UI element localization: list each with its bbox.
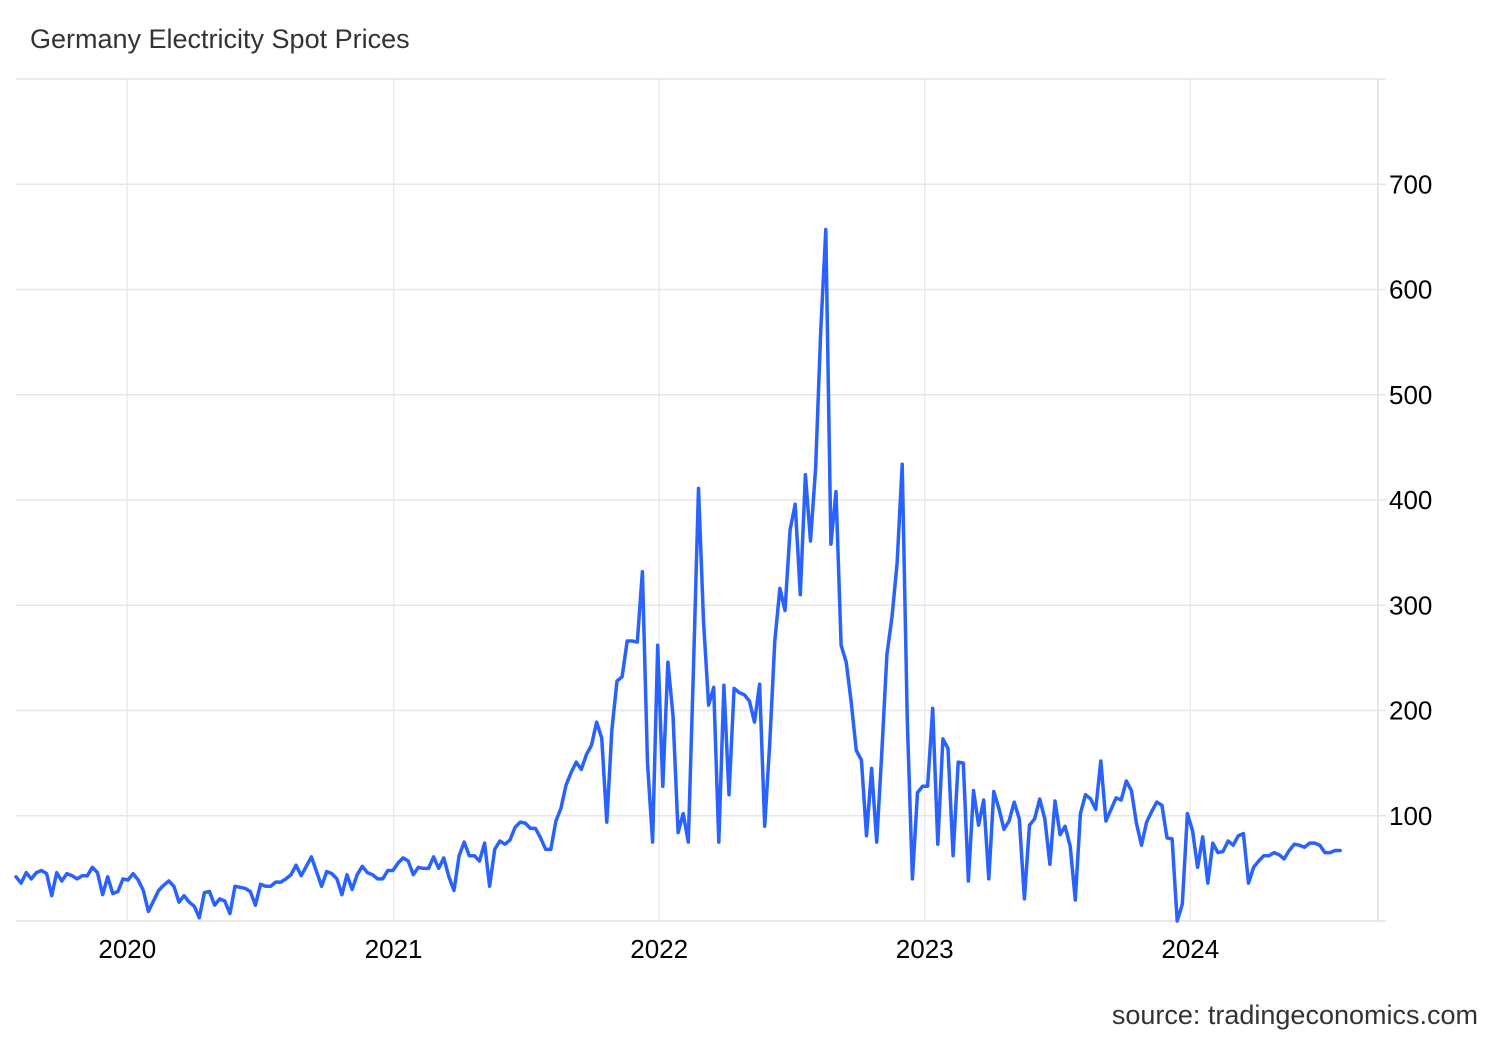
- y-tick-label: 100: [1389, 801, 1432, 831]
- x-tick-label: 2024: [1161, 934, 1219, 964]
- y-tick-labels: 100 200 300 400 500 600 700: [1389, 169, 1432, 831]
- chart-title: Germany Electricity Spot Prices: [30, 24, 410, 54]
- price-series-line: [14, 227, 1342, 923]
- y-tick-label: 300: [1389, 590, 1432, 620]
- x-tick-label: 2023: [896, 934, 954, 964]
- y-tick-label: 400: [1389, 485, 1432, 515]
- horizontal-gridlines: [16, 183, 1386, 817]
- x-tick-labels: 2020 2021 2022 2023 2024: [98, 934, 1219, 964]
- y-tick-label: 600: [1389, 275, 1432, 305]
- x-tick-label: 2020: [98, 934, 156, 964]
- x-tick-label: 2022: [630, 934, 688, 964]
- y-tick-label: 500: [1389, 380, 1432, 410]
- source-label: source: tradingeconomics.com: [1111, 1000, 1478, 1030]
- y-tick-label: 700: [1389, 169, 1432, 199]
- x-tick-label: 2021: [365, 934, 423, 964]
- y-tick-label: 200: [1389, 696, 1432, 726]
